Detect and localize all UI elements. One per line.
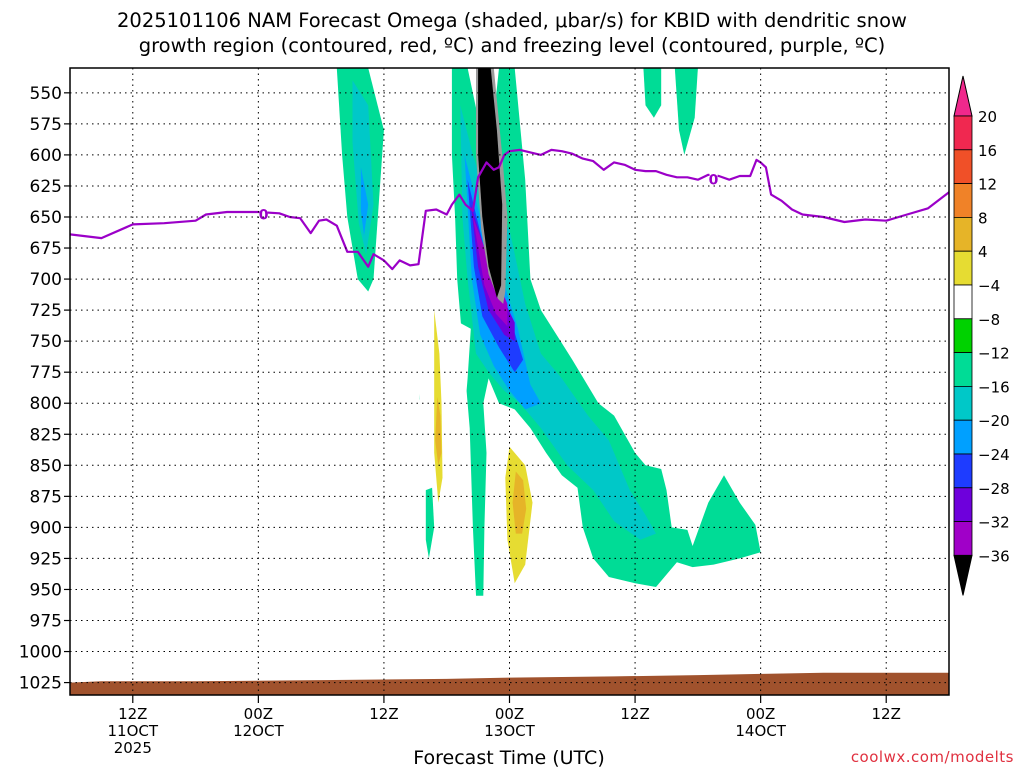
y-tick-label-750: 750 bbox=[30, 332, 62, 352]
y-tick-label-825: 825 bbox=[30, 425, 62, 445]
plot-area: 00 bbox=[70, 68, 949, 695]
y-tick-label-650: 650 bbox=[30, 208, 62, 228]
colorbar-box-5 bbox=[953, 284, 973, 320]
colorbar-box-2 bbox=[953, 183, 973, 218]
colorbar: 20 16 12 8 4 −4 −8 −12 −16 −20 −24 −28 −32 −36 bbox=[953, 75, 1010, 596]
y-tick-label-1000: 1000 bbox=[19, 643, 62, 663]
x-tick-label-30-0: 12Z bbox=[369, 705, 398, 723]
colorbar-box-1 bbox=[953, 149, 973, 185]
freezing-level-label-1: 0 bbox=[709, 173, 719, 189]
ground-terrain bbox=[70, 672, 949, 695]
colorbar-tick-label-13: −36 bbox=[978, 547, 1010, 565]
colorbar-over-arrow bbox=[953, 75, 973, 117]
colorbar-tick-label-9: −20 bbox=[978, 412, 1010, 430]
y-tick-label-775: 775 bbox=[30, 363, 62, 383]
colorbar-box-9 bbox=[953, 419, 973, 455]
freezing-level-label-bg-1 bbox=[709, 172, 718, 187]
chart-title-line-1: 2025101106 NAM Forecast Omega (shaded, μ… bbox=[117, 9, 907, 32]
x-tick-label-66-0: 00Z bbox=[746, 705, 775, 723]
omega-region-small-updraft-14 bbox=[425, 487, 435, 559]
colorbar-box-7 bbox=[953, 352, 973, 387]
omega-region-main-updraft-10 bbox=[478, 68, 503, 298]
colorbar-tick-label-1: 16 bbox=[978, 142, 997, 160]
y-tick-label-850: 850 bbox=[30, 456, 62, 476]
x-tick-label-78-0: 12Z bbox=[872, 705, 901, 723]
x-axis-label: Forecast Time (UTC) bbox=[413, 747, 604, 768]
x-tick-label-6-1: 11OCT bbox=[108, 722, 159, 740]
colorbar-tick-label-5: −4 bbox=[978, 277, 1000, 295]
omega-region-subsidence-15 bbox=[394, 272, 421, 472]
colorbar-tick-label-7: −12 bbox=[978, 345, 1010, 363]
colorbar-box-4 bbox=[953, 250, 973, 286]
colorbar-tick-label-2: 12 bbox=[978, 176, 997, 194]
colorbar-box-12 bbox=[953, 521, 973, 556]
y-tick-label-625: 625 bbox=[30, 177, 62, 197]
freezing-level-label-0: 0 bbox=[259, 208, 269, 224]
y-tick-label-950: 950 bbox=[30, 580, 62, 600]
x-tick-label-54-0: 12Z bbox=[620, 705, 649, 723]
y-tick-label-725: 725 bbox=[30, 301, 62, 321]
colorbar-box-8 bbox=[953, 385, 973, 421]
colorbar-tick-label-3: 8 bbox=[978, 209, 988, 227]
colorbar-box-0 bbox=[953, 115, 973, 151]
y-tick-label-600: 600 bbox=[30, 146, 62, 166]
x-tick-label-18-1: 12OCT bbox=[233, 722, 284, 740]
freezing-level-line bbox=[70, 148, 949, 271]
x-tick-label-42-0: 00Z bbox=[495, 705, 524, 723]
y-tick-label-925: 925 bbox=[30, 549, 62, 569]
y-tick-label-575: 575 bbox=[30, 115, 62, 135]
gridlines bbox=[70, 68, 949, 695]
y-tick-label-875: 875 bbox=[30, 487, 62, 507]
y-axis: 550 575 600 625 650 675 700 725 750 775 800 825 850 8… bbox=[19, 84, 70, 694]
y-tick-label-675: 675 bbox=[30, 239, 62, 259]
colorbar-tick-label-10: −24 bbox=[978, 446, 1010, 464]
omega-region-early-updraft-2 bbox=[360, 167, 369, 236]
colorbar-tick-label-6: −8 bbox=[978, 311, 1000, 329]
colorbar-tick-label-8: −16 bbox=[978, 378, 1010, 396]
colorbar-box-11 bbox=[953, 487, 973, 522]
omega-region-subsidence-17 bbox=[451, 322, 471, 571]
colorbar-box-3 bbox=[953, 216, 973, 252]
colorbar-tick-label-12: −32 bbox=[978, 514, 1010, 532]
y-tick-label-700: 700 bbox=[30, 270, 62, 290]
colorbar-tick-label-4: 4 bbox=[978, 243, 988, 261]
chart-title-line-2: growth region (contoured, red, ºC) and f… bbox=[139, 34, 886, 57]
freezing-level-label-bg-0 bbox=[259, 207, 268, 222]
x-tick-label-6-2: 2025 bbox=[114, 739, 152, 757]
site-credit: coolwx.com/modelts bbox=[851, 748, 1014, 766]
y-tick-label-550: 550 bbox=[30, 84, 62, 104]
x-tick-label-18-0: 00Z bbox=[244, 705, 273, 723]
x-tick-label-66-1: 14OCT bbox=[735, 722, 786, 740]
omega-region-subsidence-22 bbox=[512, 471, 527, 534]
colorbar-box-6 bbox=[953, 318, 973, 353]
colorbar-under-arrow bbox=[953, 554, 973, 596]
omega-region-top-right-updraft-11 bbox=[643, 68, 662, 118]
colorbar-tick-label-0: 20 bbox=[978, 108, 997, 126]
x-tick-label-42-1: 13OCT bbox=[484, 722, 535, 740]
omega-region-subsidence-21 bbox=[435, 397, 442, 466]
y-tick-label-900: 900 bbox=[30, 518, 62, 538]
colorbar-box-10 bbox=[953, 453, 973, 489]
omega-region-top-right-updraft-12 bbox=[674, 68, 698, 155]
x-tick-label-6-0: 12Z bbox=[118, 705, 147, 723]
y-tick-label-1025: 1025 bbox=[19, 674, 62, 694]
y-tick-label-800: 800 bbox=[30, 394, 62, 414]
colorbar-tick-label-11: −28 bbox=[978, 480, 1010, 498]
y-tick-label-975: 975 bbox=[30, 612, 62, 632]
